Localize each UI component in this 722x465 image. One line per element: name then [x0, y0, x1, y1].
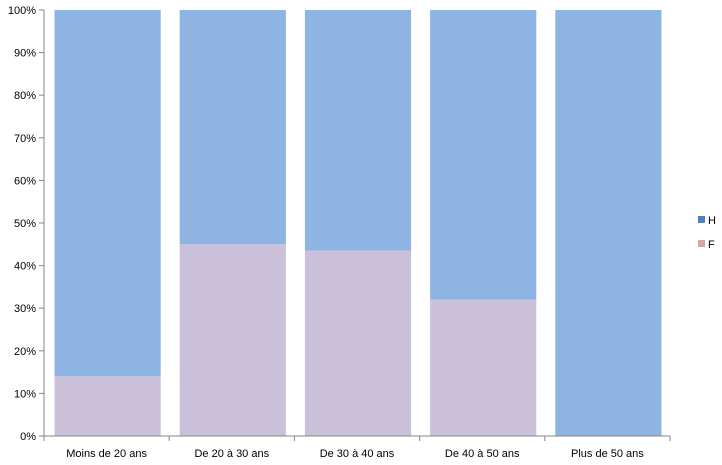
- bar-F-3: [430, 299, 537, 436]
- y-tick-label: 70%: [14, 133, 36, 145]
- legend-swatch-H: [698, 216, 705, 223]
- legend: HF: [698, 215, 716, 251]
- x-tick-label: De 20 à 30 ans: [194, 448, 269, 460]
- y-tick-label: 40%: [14, 261, 36, 273]
- x-tick-label: Plus de 50 ans: [571, 448, 644, 460]
- bar-H-4: [555, 10, 662, 436]
- legend-label-F: F: [708, 239, 715, 251]
- x-tick-label: De 30 à 40 ans: [320, 448, 395, 460]
- bar-F-0: [54, 376, 161, 436]
- y-axis: 0% 10% 20% 30% 40% 50% 60% 70% 80% 90% 100%: [8, 5, 45, 443]
- legend-label-H: H: [708, 215, 716, 227]
- bar-H-1: [179, 10, 286, 245]
- y-tick-label: 10%: [14, 388, 36, 400]
- bar-F-1: [179, 244, 286, 436]
- legend-swatch-F: [698, 240, 705, 247]
- y-tick-label: 50%: [14, 218, 36, 230]
- plot-area: [54, 10, 662, 436]
- bar-F-2: [304, 250, 412, 436]
- y-tick-label: 20%: [14, 346, 36, 358]
- y-tick-label: 0%: [20, 431, 36, 443]
- y-tick-label: 60%: [14, 175, 36, 187]
- y-tick-label: 30%: [14, 303, 36, 315]
- bar-H-2: [304, 10, 412, 251]
- bar-H-0: [54, 10, 161, 377]
- x-tick-label: De 40 à 50 ans: [445, 448, 520, 460]
- x-tick-label: Moins de 20 ans: [66, 448, 147, 460]
- y-tick-label: 100%: [8, 5, 36, 17]
- bar-H-3: [430, 10, 537, 300]
- x-axis: Moins de 20 ans De 20 à 30 ans De 30 à 40 …: [43, 435, 671, 460]
- y-tick-label: 90%: [14, 48, 36, 60]
- y-tick-label: 80%: [14, 90, 36, 102]
